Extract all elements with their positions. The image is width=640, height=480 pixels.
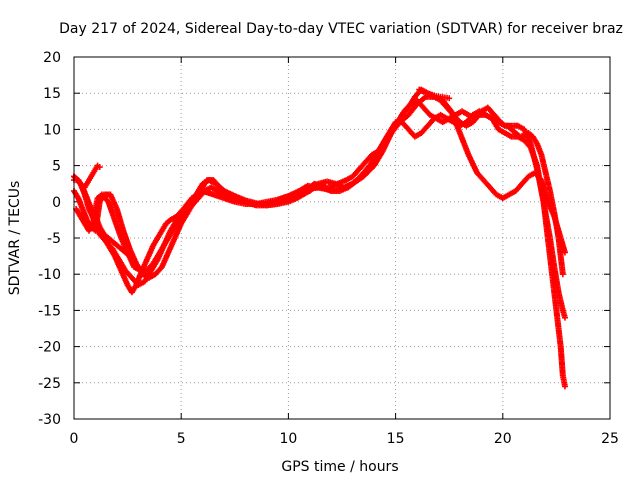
data-point bbox=[561, 383, 568, 390]
x-tick-label: 25 bbox=[601, 431, 619, 447]
x-axis-label: GPS time / hours bbox=[281, 459, 398, 475]
data-point bbox=[131, 256, 138, 263]
x-tick-label: 5 bbox=[177, 431, 186, 447]
y-tick-label: 5 bbox=[52, 159, 61, 175]
y-axis-label: SDTVAR / TECUs bbox=[7, 181, 23, 296]
series-track-6 bbox=[81, 162, 103, 191]
x-tick-label: 0 bbox=[70, 431, 79, 447]
y-tick-label: -5 bbox=[47, 231, 61, 247]
y-tick-label: 20 bbox=[43, 50, 61, 66]
y-tick-label: -10 bbox=[38, 267, 61, 283]
y-tick-label: 15 bbox=[43, 86, 61, 102]
series-track-2 bbox=[71, 86, 568, 390]
data-points bbox=[71, 86, 568, 390]
y-tick-label: -20 bbox=[38, 340, 61, 356]
data-point bbox=[559, 271, 566, 278]
plot-frame bbox=[73, 56, 611, 420]
grid-lines bbox=[74, 57, 610, 419]
series-track-7 bbox=[416, 86, 453, 102]
x-tick-label: 10 bbox=[279, 431, 297, 447]
y-tick-label: 0 bbox=[52, 195, 61, 211]
data-point bbox=[446, 95, 453, 102]
y-axis-ticks: 20 15 10 5 0 -5 -10 -15 -20 -25 -30 bbox=[38, 50, 610, 428]
series-track-3 bbox=[71, 108, 568, 321]
data-point bbox=[561, 314, 568, 321]
series-track-8 bbox=[504, 122, 566, 278]
y-tick-label: -30 bbox=[38, 412, 61, 428]
series-track-5 bbox=[71, 173, 138, 263]
y-tick-label: -25 bbox=[38, 376, 61, 392]
x-tick-label: 15 bbox=[387, 431, 405, 447]
data-point bbox=[96, 164, 103, 171]
y-tick-label: 10 bbox=[43, 122, 61, 138]
x-tick-label: 20 bbox=[494, 431, 512, 447]
y-tick-label: -15 bbox=[38, 303, 61, 319]
chart-title: Day 217 of 2024, Sidereal Day-to-day VTE… bbox=[59, 21, 623, 37]
